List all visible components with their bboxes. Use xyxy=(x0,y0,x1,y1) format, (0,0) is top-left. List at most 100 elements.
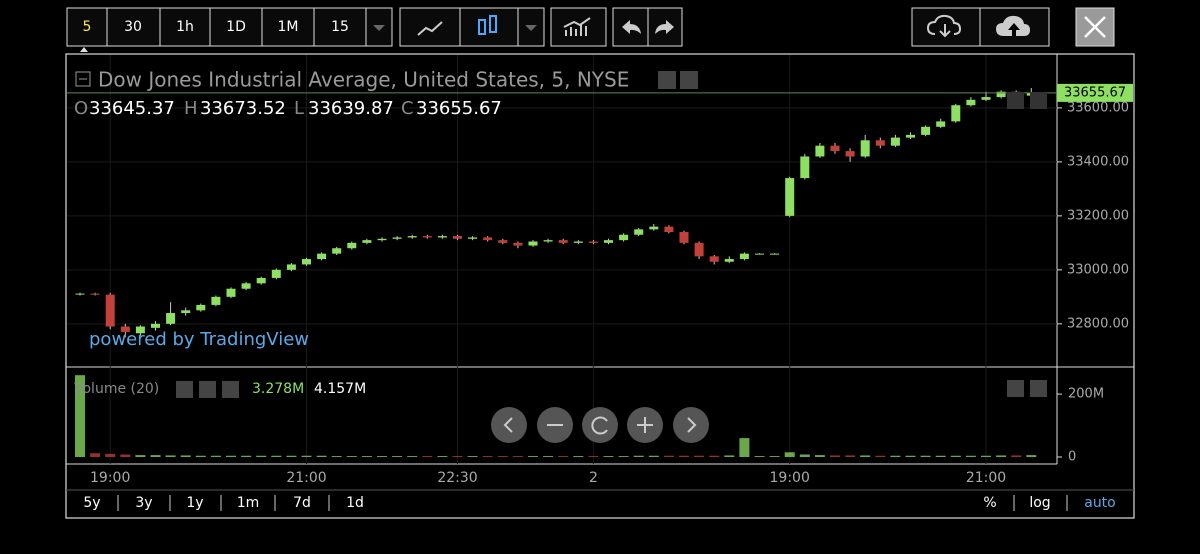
candle-body xyxy=(845,151,855,157)
candle-body xyxy=(181,310,191,314)
volume-bar xyxy=(90,453,101,457)
ohlc-label: O xyxy=(74,98,88,119)
volume-bar xyxy=(286,455,297,457)
volume-bar xyxy=(875,455,886,457)
candle-body xyxy=(921,126,931,135)
interval-label: 5 xyxy=(83,19,92,35)
scroll-right-button[interactable] xyxy=(673,407,709,443)
volume-value: 4.157M xyxy=(314,381,366,397)
indicators-button[interactable] xyxy=(550,7,607,47)
range-button[interactable]: 3y xyxy=(135,495,152,511)
candle-icon xyxy=(478,19,486,35)
settings-icon[interactable] xyxy=(680,71,698,89)
volume-bar xyxy=(784,452,795,457)
redo-button[interactable] xyxy=(647,7,683,47)
auto-toggle[interactable]: auto xyxy=(1084,495,1116,511)
pane-up-icon[interactable] xyxy=(1007,380,1024,397)
volume-bar xyxy=(512,456,523,457)
candle-body xyxy=(770,253,780,255)
eye-icon[interactable] xyxy=(176,381,193,398)
pane-down-icon[interactable] xyxy=(1007,92,1024,109)
eye-icon[interactable] xyxy=(658,71,676,89)
volume-value: 3.278M xyxy=(252,381,304,397)
volume-tick-label: 200M xyxy=(1068,387,1104,402)
volume-bar xyxy=(165,455,176,457)
interval-button[interactable] xyxy=(313,7,367,47)
volume-bar xyxy=(377,456,387,457)
interval-button[interactable] xyxy=(66,7,108,47)
scroll-left-button[interactable] xyxy=(491,407,527,443)
candle-body xyxy=(815,145,825,157)
candle-body xyxy=(755,253,764,255)
candle-body xyxy=(453,236,462,239)
candle-body xyxy=(135,326,145,334)
pane-resize-icon[interactable] xyxy=(1030,380,1047,397)
y-tick-label: 32800.00 xyxy=(1067,316,1129,331)
candle-body xyxy=(981,97,991,100)
remove-icon[interactable] xyxy=(222,381,239,398)
x-tick-label: 19:00 xyxy=(770,470,810,486)
y-tick-label: 33400.00 xyxy=(1067,154,1129,169)
volume-bar xyxy=(694,455,705,457)
interval-button[interactable] xyxy=(209,7,263,47)
percent-toggle[interactable]: % xyxy=(983,495,996,511)
candle-body xyxy=(724,259,734,262)
candle-body xyxy=(619,234,629,241)
range-button[interactable]: 7d xyxy=(293,495,311,511)
dropdown-arrow xyxy=(373,25,385,31)
range-button[interactable]: 1m xyxy=(237,495,260,511)
reset-button[interactable] xyxy=(582,407,618,443)
zoom-controls xyxy=(491,407,709,443)
volume-bar xyxy=(105,453,116,457)
candle-body xyxy=(166,313,176,324)
range-button[interactable]: 1d xyxy=(346,495,364,511)
candle-body xyxy=(392,237,402,239)
interval-button[interactable] xyxy=(261,7,315,47)
interval-label: 1M xyxy=(278,19,299,35)
volume-label: Volume (20) xyxy=(74,381,159,397)
collapse-icon[interactable] xyxy=(75,71,91,87)
candle-body xyxy=(785,178,795,216)
volume-bar xyxy=(754,456,765,457)
volume-bar xyxy=(814,455,825,457)
candle-body xyxy=(437,236,447,238)
candle-body xyxy=(483,237,493,241)
watermark[interactable]: powered by TradingView xyxy=(89,329,309,350)
candle-body xyxy=(936,121,946,127)
toolbar: 5 30 1h 1D 1M 15 xyxy=(66,7,1115,52)
candle-body xyxy=(120,326,130,332)
volume-bar xyxy=(679,455,689,457)
candle-body xyxy=(241,283,251,289)
candle-body xyxy=(528,241,538,246)
candle-body xyxy=(634,229,644,235)
candle-body xyxy=(332,248,342,254)
volume-bar xyxy=(452,456,463,457)
pane-resize-icon[interactable] xyxy=(1030,92,1047,109)
ohlc-value: 33673.52 xyxy=(200,98,286,119)
candle-body xyxy=(211,296,221,305)
volume-bar xyxy=(709,455,720,457)
candle-body xyxy=(588,241,598,243)
plot-area: 32800.00 33000.00 33200.00 33400.00 33600.00… xyxy=(67,55,1133,486)
volume-bar xyxy=(633,455,644,457)
volume-bar xyxy=(920,455,931,457)
volume-bar xyxy=(528,456,538,457)
arrow-icon xyxy=(939,24,951,38)
candle-body xyxy=(604,240,613,243)
interval-button[interactable] xyxy=(159,7,211,47)
volume-bar xyxy=(769,456,780,457)
settings-icon[interactable] xyxy=(199,381,216,398)
range-button[interactable]: 1y xyxy=(186,495,203,511)
icon xyxy=(637,417,653,433)
line-style-button[interactable] xyxy=(399,7,461,47)
interval-button[interactable] xyxy=(106,7,161,47)
range-button[interactable]: 5y xyxy=(83,495,100,511)
volume-bar xyxy=(1011,455,1022,457)
ohlc-value: 33655.67 xyxy=(416,98,502,119)
candle-body xyxy=(906,134,915,138)
volume-bar xyxy=(497,456,508,457)
volume-bar xyxy=(422,456,433,457)
log-toggle[interactable]: log xyxy=(1029,495,1050,511)
icon xyxy=(591,416,608,435)
icon xyxy=(687,417,697,433)
